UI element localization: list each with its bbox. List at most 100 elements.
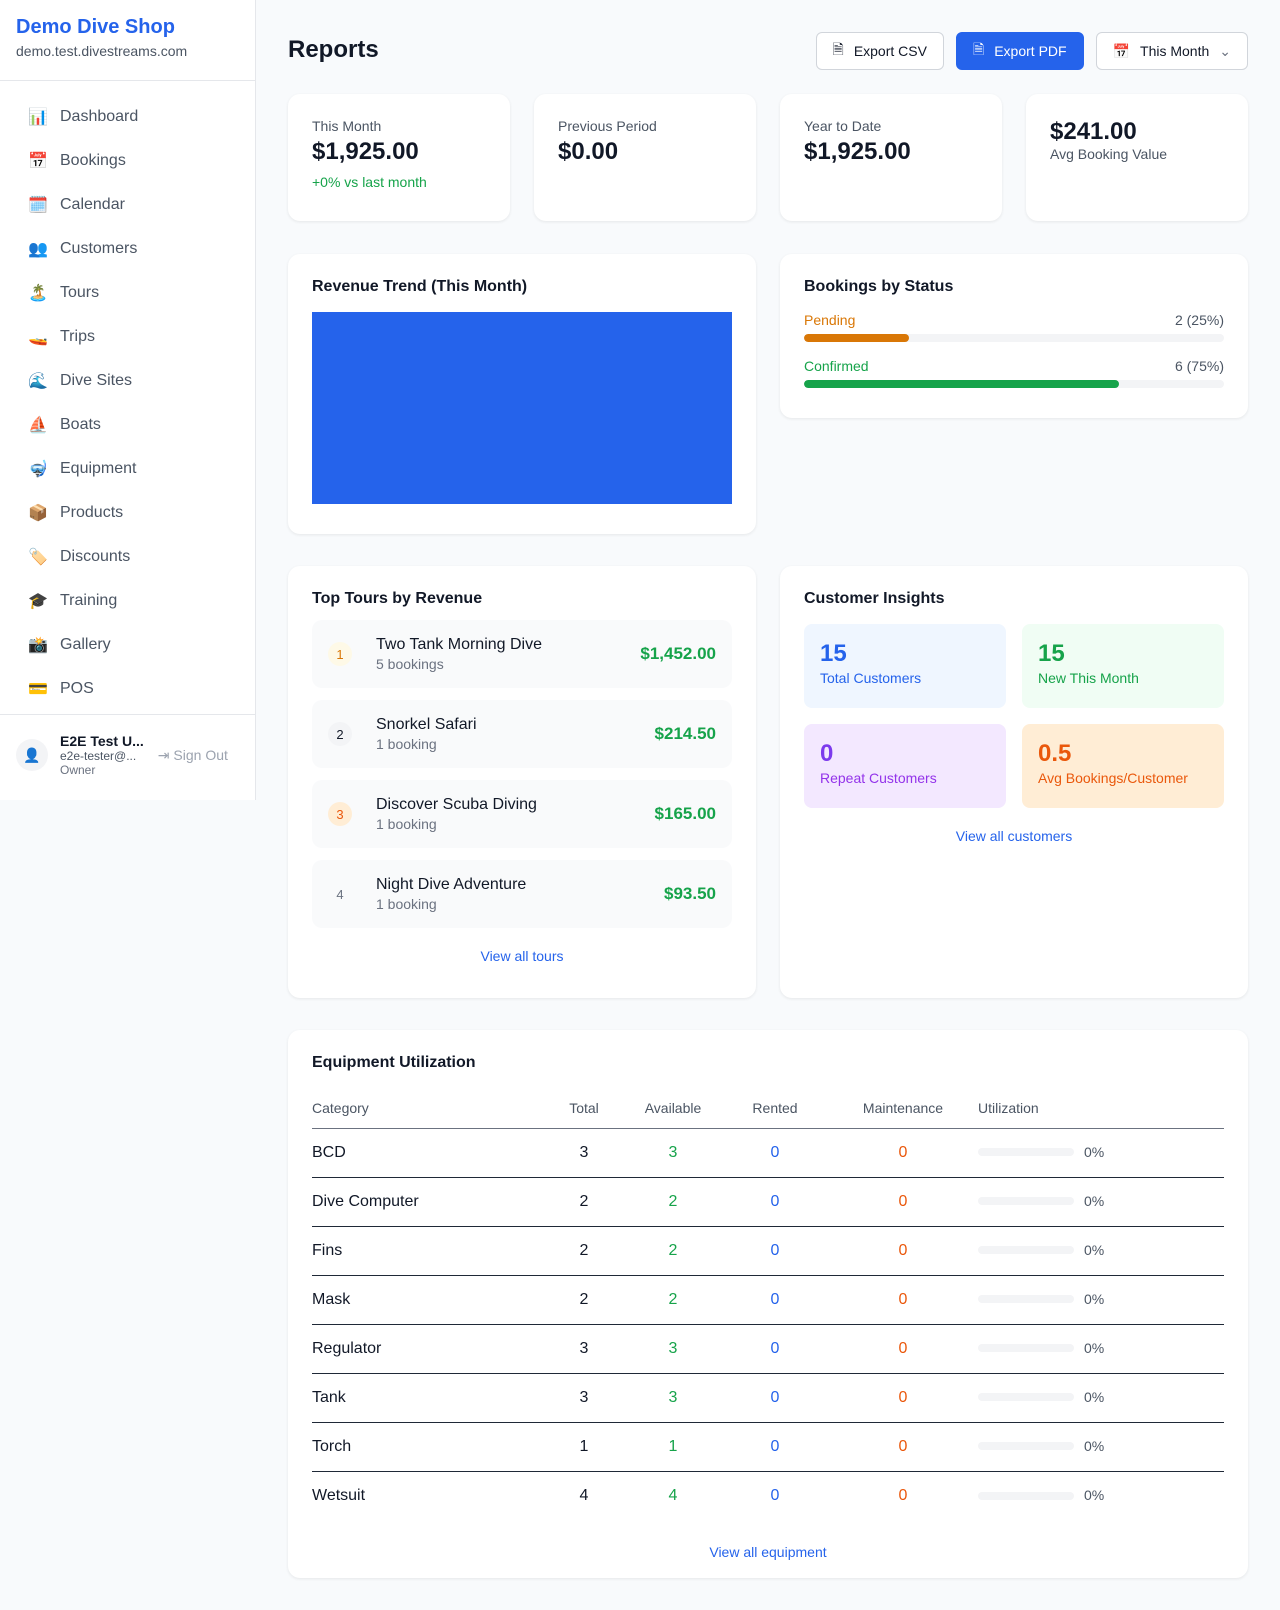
export-pdf-button[interactable]: 🗎 Export PDF — [955, 32, 1084, 70]
table-cell: 1 — [544, 1422, 624, 1472]
column-header: Rented — [722, 1088, 828, 1129]
sidebar-item-calendar[interactable]: 🗓️ Calendar — [0, 183, 255, 227]
table-cell: 2 — [544, 1226, 624, 1276]
table-cell: 2 — [624, 1226, 722, 1276]
stat-value: $0.00 — [558, 138, 619, 165]
training-icon: 🎓 — [28, 593, 48, 610]
view-all-customers-link[interactable]: View all customers — [955, 828, 1073, 844]
column-header: Category — [312, 1088, 544, 1129]
sidebar-item-pos[interactable]: 💳 POS — [0, 667, 255, 711]
tour-bookings: 1 booking — [376, 816, 437, 832]
sidebar: Demo Dive Shop demo.test.divestreams.com… — [0, 0, 256, 800]
sidebar-item-trips[interactable]: 🚤 Trips — [0, 315, 255, 359]
sidebar-item-training[interactable]: 🎓 Training — [0, 579, 255, 623]
stat-value: $1,925.00 — [804, 138, 911, 165]
sign-out-button[interactable]: ⇥ Sign Out — [158, 747, 228, 764]
discounts-icon: 🏷️ — [28, 549, 48, 566]
table-cell: 0 — [722, 1324, 828, 1374]
sign-out-label: Sign Out — [173, 746, 228, 763]
utilization-cell: 0% — [978, 1324, 1224, 1374]
sidebar-item-tours[interactable]: 🏝️ Tours — [0, 271, 255, 315]
sidebar-item-gallery[interactable]: 📸 Gallery — [0, 623, 255, 667]
table-row: Torch 1 1 0 0 0% — [312, 1422, 1224, 1472]
sidebar-item-dive-sites[interactable]: 🌊 Dive Sites — [0, 359, 255, 403]
utilization-cell: 0% — [978, 1128, 1224, 1178]
view-all-equipment-link[interactable]: View all equipment — [709, 1544, 827, 1560]
status-row-pending: Pending 2 (25%) — [804, 312, 1224, 342]
sidebar-item-customers[interactable]: 👥 Customers — [0, 227, 255, 271]
sidebar-item-label: Dashboard — [60, 108, 139, 125]
equipment-table: Category Total Available Rented Maintenance U… — [312, 1088, 1224, 1520]
tour-item[interactable]: 1 Two Tank Morning Dive 5 bookings $1,452.0… — [312, 620, 732, 688]
page-title: Reports — [288, 36, 379, 63]
status-progress-track — [804, 334, 1224, 342]
sidebar-item-dashboard[interactable]: 📊 Dashboard — [0, 95, 255, 139]
shop-domain: demo.test.divestreams.com — [16, 43, 188, 59]
sidebar-item-label: Customers — [60, 240, 138, 257]
utilization-cell: 0% — [978, 1177, 1224, 1227]
sidebar-item-discounts[interactable]: 🏷️ Discounts — [0, 535, 255, 579]
top-tours-title: Top Tours by Revenue — [312, 590, 483, 607]
dashboard-icon: 📊 — [28, 109, 48, 126]
sidebar-item-boats[interactable]: ⛵ Boats — [0, 403, 255, 447]
products-icon: 📦 — [28, 505, 48, 522]
utilization-cell: 0% — [978, 1226, 1224, 1276]
table-row: Dive Computer 2 2 0 0 0% — [312, 1177, 1224, 1227]
sidebar-item-equipment[interactable]: 🤿 Equipment — [0, 447, 255, 491]
table-cell: 3 — [624, 1373, 722, 1423]
revenue-trend-title: Revenue Trend (This Month) — [312, 278, 528, 295]
file-download-icon: 🗎 — [972, 41, 985, 57]
table-cell: 0 — [722, 1422, 828, 1472]
status-row-confirmed: Confirmed 6 (75%) — [804, 358, 1224, 388]
user-avatar-icon: 👤 — [16, 739, 48, 771]
equipment-card: Equipment Utilization Category Total Avail… — [288, 1030, 1248, 1578]
utilization-percent: 0% — [1084, 1241, 1105, 1258]
period-select[interactable]: 📅 This Month ⌄ — [1095, 32, 1248, 70]
table-cell: Mask — [312, 1275, 544, 1325]
shop-name[interactable]: Demo Dive Shop — [16, 16, 175, 38]
table-cell: Torch — [312, 1422, 544, 1472]
table-row: Fins 2 2 0 0 0% — [312, 1226, 1224, 1276]
tour-item[interactable]: 3 Discover Scuba Diving 1 booking $165.00 — [312, 780, 732, 848]
period-value: This Month — [1140, 43, 1210, 59]
utilization-bar — [978, 1442, 1074, 1451]
stat-card: Previous Period $0.00 — [534, 94, 756, 221]
table-cell: Tank — [312, 1373, 544, 1423]
status-progress-track — [804, 380, 1224, 388]
sidebar-item-products[interactable]: 📦 Products — [0, 491, 255, 535]
table-cell: Regulator — [312, 1324, 544, 1374]
view-all-tours-link[interactable]: View all tours — [480, 948, 564, 964]
tour-rank-badge: 4 — [336, 886, 344, 902]
table-cell: BCD — [312, 1128, 544, 1178]
sidebar-nav: 📊 Dashboard 📅 Bookings 🗓️ Calendar 👥 Customers 🏝… — [0, 81, 255, 711]
utilization-cell: 0% — [978, 1422, 1224, 1472]
tour-item[interactable]: 2 Snorkel Safari 1 booking $214.50 — [312, 700, 732, 768]
table-cell: Fins — [312, 1226, 544, 1276]
export-csv-button[interactable]: 🗎 Export CSV — [815, 32, 944, 70]
table-cell: 0 — [828, 1226, 978, 1276]
stat-card: $241.00 Avg Booking Value — [1026, 94, 1248, 221]
user-name: E2E Test U... — [60, 733, 144, 749]
tour-rank-badge: 1 — [328, 642, 352, 666]
sidebar-item-label: Discounts — [60, 548, 131, 565]
tour-bookings: 1 booking — [376, 736, 437, 752]
table-cell: 3 — [544, 1324, 624, 1374]
utilization-bar — [978, 1148, 1074, 1157]
boats-icon: ⛵ — [28, 417, 48, 434]
utilization-bar — [978, 1491, 1074, 1500]
sidebar-item-label: Tours — [60, 284, 100, 301]
gallery-icon: 📸 — [28, 637, 48, 654]
utilization-percent: 0% — [1084, 1388, 1105, 1405]
status-label: Pending — [804, 312, 856, 328]
column-header: Total — [544, 1088, 624, 1129]
sidebar-item-label: Training — [60, 592, 118, 609]
sidebar-item-label: POS — [60, 680, 94, 697]
brand: Demo Dive Shop demo.test.divestreams.com — [0, 0, 255, 81]
sidebar-item-label: Trips — [60, 328, 95, 345]
bookings-icon: 📅 — [28, 153, 48, 170]
table-cell: 3 — [624, 1128, 722, 1178]
status-progress-fill — [804, 334, 909, 342]
tour-item[interactable]: 4 Night Dive Adventure 1 booking $93.50 — [312, 860, 732, 928]
sidebar-item-bookings[interactable]: 📅 Bookings — [0, 139, 255, 183]
utilization-bar — [978, 1344, 1074, 1353]
